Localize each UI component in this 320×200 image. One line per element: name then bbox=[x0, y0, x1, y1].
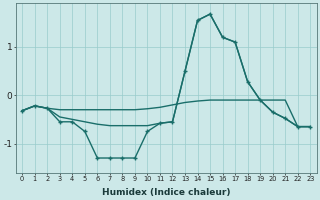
X-axis label: Humidex (Indice chaleur): Humidex (Indice chaleur) bbox=[102, 188, 230, 197]
